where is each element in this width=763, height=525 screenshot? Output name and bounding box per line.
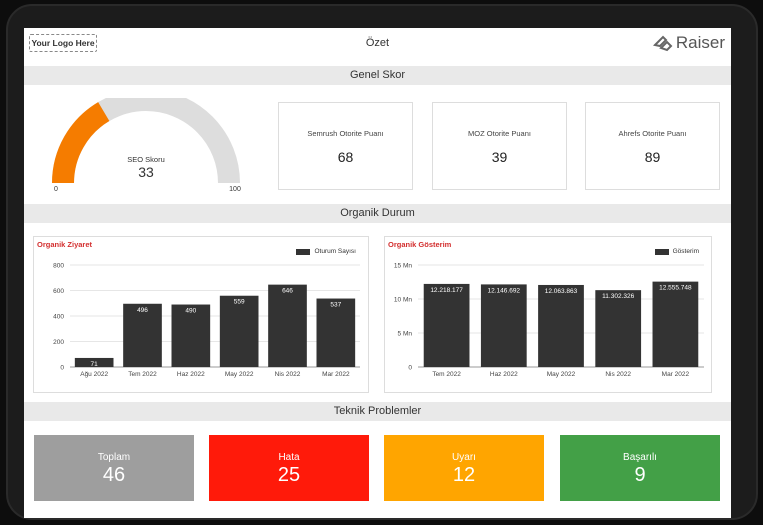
kpi-value: 68 [337, 149, 354, 165]
organik-ziyaret-chart: Organik Ziyaret Oturum Sayısı 0 200 400 600… [33, 236, 369, 393]
tile-label: Hata [278, 452, 300, 463]
data-label: 537 [330, 302, 341, 309]
logo-placeholder: Your Logo Here [29, 34, 97, 52]
y-tick-label: 0 [60, 365, 64, 372]
chart-svg: 0 200 400 600 800 71 Ağu 2022 496 Tem 2022 490 Haz… [53, 263, 360, 378]
tile-value: 25 [277, 464, 301, 486]
top-bar: Your Logo Here Özet Raiser [24, 28, 731, 60]
kpi-label: Semrush Otorite Puanı [307, 129, 384, 138]
y-tick-label: 200 [53, 339, 64, 346]
gauge-max: 100 [229, 186, 241, 193]
bar [74, 357, 114, 367]
tile-value: 12 [452, 464, 476, 486]
gauge-min: 0 [54, 186, 58, 193]
data-label: 12.555.748 [659, 285, 692, 292]
chart-legend: Oturum Sayısı [296, 248, 356, 255]
kpi-value: 89 [644, 149, 661, 165]
data-label: 559 [234, 299, 245, 306]
gauge-value: 33 [138, 164, 154, 180]
kpi-label: Ahrefs Otorite Puanı [618, 129, 687, 138]
x-tick-label: May 2022 [225, 371, 254, 378]
bar [423, 283, 470, 367]
organik-gosterim-chart: Organik Gösterim Gösterim 0 5 Mn 10 Mn 15 M… [384, 236, 712, 393]
y-tick-label: 800 [53, 263, 64, 270]
bar [595, 290, 642, 367]
dashboard-screen: Your Logo Here Özet Raiser Genel Skor SE… [24, 28, 731, 518]
y-tick-label: 600 [53, 288, 64, 295]
kpi-moz: MOZ Otorite Puanı 39 [432, 102, 567, 190]
kpi-label: MOZ Otorite Puanı [468, 129, 531, 138]
bar [480, 284, 527, 367]
chart-title: Organik Gösterim [388, 240, 452, 249]
legend-swatch [654, 248, 669, 255]
tile-value: 46 [102, 464, 126, 486]
tile-label: Toplam [97, 452, 131, 463]
y-tick-label: 0 [408, 365, 412, 372]
x-tick-label: May 2022 [547, 371, 576, 378]
page-title: Özet [365, 37, 390, 49]
tile-toplam: Toplam 46 [34, 435, 194, 501]
y-tick-label: 10 Mn [394, 297, 412, 304]
section-teknik-problemler: Teknik Problemler [24, 402, 731, 421]
bar [219, 295, 259, 367]
tile-value: 9 [634, 464, 646, 486]
y-tick-label: 400 [53, 314, 64, 321]
kpi-value: 39 [491, 149, 508, 165]
data-label: 12.063.863 [545, 288, 578, 295]
data-label: 496 [137, 307, 148, 314]
section-organik-durum: Organik Durum [24, 204, 731, 223]
brand-name: Raiser [675, 33, 725, 52]
brand-logo: Raiser [652, 32, 725, 54]
section-genel-skor: Genel Skor [24, 66, 731, 85]
chart-title: Organik Ziyaret [37, 240, 93, 249]
chart-svg: 0 5 Mn 10 Mn 15 Mn 12.218.177 Tem 2022 12.146.… [394, 263, 704, 378]
tile-hata: Hata 25 [209, 435, 369, 501]
data-label: 11.302.326 [602, 293, 634, 300]
x-tick-label: Nis 2022 [605, 371, 631, 378]
data-label: 646 [282, 288, 293, 295]
x-tick-label: Mar 2022 [662, 371, 690, 378]
raiser-logo-icon [652, 35, 673, 52]
tile-label: Başarılı [623, 452, 657, 463]
x-tick-label: Haz 2022 [490, 371, 518, 378]
bar [538, 284, 584, 367]
bar [171, 304, 211, 367]
x-tick-label: Tem 2022 [128, 371, 157, 378]
data-label: 12.218.177 [430, 287, 463, 294]
kpi-semrush: Semrush Otorite Puanı 68 [278, 102, 413, 190]
bar [316, 298, 356, 367]
x-tick-label: Tem 2022 [432, 371, 461, 378]
bar [123, 303, 162, 367]
y-tick-label: 5 Mn [398, 331, 413, 338]
x-tick-label: Mar 2022 [322, 371, 350, 378]
legend-label: Oturum Sayısı [314, 248, 356, 255]
x-tick-label: Nis 2022 [275, 371, 301, 378]
y-tick-label: 15 Mn [394, 263, 412, 270]
seo-score-gauge: SEO Skoru 33 0 100 [51, 89, 241, 198]
x-tick-label: Haz 2022 [177, 371, 205, 378]
data-label: 71 [91, 361, 99, 368]
gauge-fill [52, 102, 110, 184]
legend-label: Gösterim [672, 248, 699, 255]
tile-basarili: Başarılı 9 [560, 435, 720, 501]
tile-label: Uyarı [452, 452, 476, 463]
chart-legend: Gösterim [654, 248, 699, 255]
bar [652, 281, 699, 367]
kpi-ahrefs: Ahrefs Otorite Puanı 89 [585, 102, 720, 190]
legend-swatch [296, 248, 311, 255]
gauge-label: SEO Skoru [127, 155, 165, 164]
bar [268, 284, 307, 367]
data-label: 490 [185, 308, 196, 315]
x-tick-label: Ağu 2022 [80, 371, 108, 378]
data-label: 12.146.692 [488, 287, 521, 294]
tile-uyari: Uyarı 12 [384, 435, 544, 501]
